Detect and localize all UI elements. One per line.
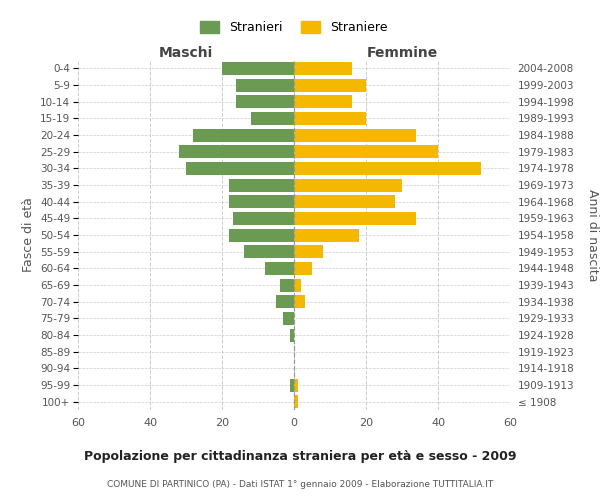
Bar: [179, 145, 294, 158]
Bar: [229, 195, 294, 208]
Bar: [294, 245, 323, 258]
Bar: [290, 378, 294, 392]
Bar: [265, 262, 294, 275]
Bar: [294, 295, 305, 308]
Bar: [294, 112, 366, 125]
Bar: [294, 95, 352, 108]
Bar: [283, 312, 294, 325]
Bar: [280, 278, 294, 291]
Text: COMUNE DI PARTINICO (PA) - Dati ISTAT 1° gennaio 2009 - Elaborazione TUTTITALIA.: COMUNE DI PARTINICO (PA) - Dati ISTAT 1°…: [107, 480, 493, 489]
Text: Femmine: Femmine: [367, 46, 437, 60]
Bar: [294, 395, 298, 408]
Bar: [236, 78, 294, 92]
Bar: [244, 245, 294, 258]
Bar: [294, 262, 312, 275]
Bar: [276, 295, 294, 308]
Bar: [229, 178, 294, 192]
Bar: [294, 195, 395, 208]
Bar: [294, 378, 298, 392]
Bar: [294, 62, 352, 75]
Bar: [294, 145, 438, 158]
Text: Popolazione per cittadinanza straniera per età e sesso - 2009: Popolazione per cittadinanza straniera p…: [84, 450, 516, 463]
Legend: Stranieri, Straniere: Stranieri, Straniere: [196, 16, 392, 40]
Y-axis label: Anni di nascita: Anni di nascita: [586, 188, 599, 281]
Bar: [294, 212, 416, 225]
Bar: [233, 212, 294, 225]
Bar: [294, 162, 481, 175]
Text: Maschi: Maschi: [159, 46, 213, 60]
Bar: [236, 95, 294, 108]
Bar: [294, 228, 359, 241]
Bar: [290, 328, 294, 342]
Bar: [186, 162, 294, 175]
Y-axis label: Fasce di età: Fasce di età: [22, 198, 35, 272]
Bar: [294, 78, 366, 92]
Bar: [222, 62, 294, 75]
Bar: [294, 128, 416, 141]
Bar: [294, 278, 301, 291]
Bar: [294, 178, 402, 192]
Bar: [251, 112, 294, 125]
Bar: [229, 228, 294, 241]
Bar: [193, 128, 294, 141]
